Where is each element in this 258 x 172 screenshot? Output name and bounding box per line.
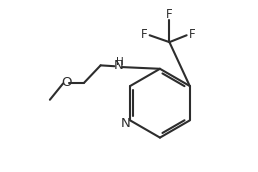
Text: F: F: [166, 8, 173, 21]
Text: H: H: [116, 57, 123, 67]
Text: O: O: [61, 76, 71, 89]
Text: N: N: [120, 117, 130, 130]
Text: F: F: [141, 28, 148, 41]
Text: N: N: [114, 59, 124, 72]
Text: F: F: [188, 28, 195, 41]
